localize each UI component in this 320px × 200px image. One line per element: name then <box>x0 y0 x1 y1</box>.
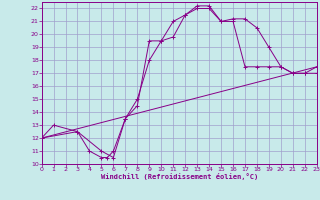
X-axis label: Windchill (Refroidissement éolien,°C): Windchill (Refroidissement éolien,°C) <box>100 173 258 180</box>
